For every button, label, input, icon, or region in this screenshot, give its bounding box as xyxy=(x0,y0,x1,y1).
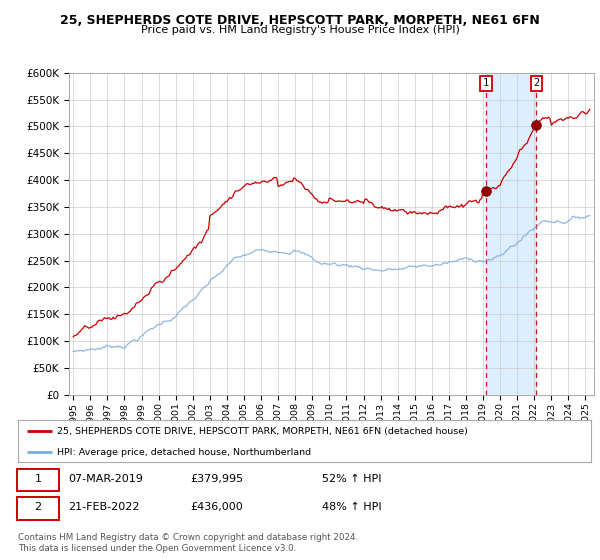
Text: 1: 1 xyxy=(35,474,41,484)
Text: £436,000: £436,000 xyxy=(190,502,242,512)
Text: 25, SHEPHERDS COTE DRIVE, HEPSCOTT PARK, MORPETH, NE61 6FN: 25, SHEPHERDS COTE DRIVE, HEPSCOTT PARK,… xyxy=(60,14,540,27)
Text: 52% ↑ HPI: 52% ↑ HPI xyxy=(322,474,381,484)
Bar xyxy=(486,73,536,395)
FancyBboxPatch shape xyxy=(17,497,59,520)
Text: Contains HM Land Registry data © Crown copyright and database right 2024.
This d: Contains HM Land Registry data © Crown c… xyxy=(18,533,358,553)
Text: 48% ↑ HPI: 48% ↑ HPI xyxy=(322,502,382,512)
FancyBboxPatch shape xyxy=(17,469,59,491)
Text: Price paid vs. HM Land Registry's House Price Index (HPI): Price paid vs. HM Land Registry's House … xyxy=(140,25,460,35)
Text: HPI: Average price, detached house, Northumberland: HPI: Average price, detached house, Nort… xyxy=(57,448,311,458)
Text: 21-FEB-2022: 21-FEB-2022 xyxy=(68,502,140,512)
Text: 25, SHEPHERDS COTE DRIVE, HEPSCOTT PARK, MORPETH, NE61 6FN (detached house): 25, SHEPHERDS COTE DRIVE, HEPSCOTT PARK,… xyxy=(57,427,468,436)
Text: 07-MAR-2019: 07-MAR-2019 xyxy=(68,474,143,484)
Text: 1: 1 xyxy=(483,78,489,88)
Text: £379,995: £379,995 xyxy=(190,474,243,484)
Text: 2: 2 xyxy=(533,78,539,88)
Text: 2: 2 xyxy=(34,502,41,512)
